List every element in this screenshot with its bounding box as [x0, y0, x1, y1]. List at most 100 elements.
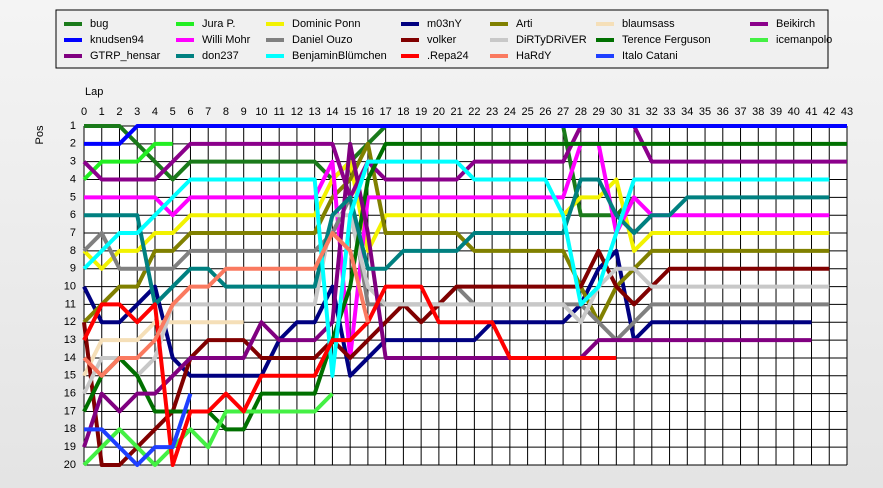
- x-tick-label: 29: [592, 106, 604, 118]
- legend-label: Italo Catani: [622, 50, 678, 62]
- x-tick-label: 42: [823, 106, 835, 118]
- x-tick-label: 6: [187, 106, 193, 118]
- x-tick-label: 39: [770, 106, 782, 118]
- x-tick-label: 0: [81, 106, 87, 118]
- x-tick-label: 41: [805, 106, 817, 118]
- legend-label: Beikirch: [776, 18, 815, 30]
- y-tick-label: 6: [70, 209, 76, 221]
- legend-label: Terence Ferguson: [622, 34, 711, 46]
- x-tick-label: 4: [152, 106, 158, 118]
- y-tick-label: 13: [64, 334, 76, 346]
- legend-label: volker: [427, 34, 457, 46]
- x-tick-label: 33: [663, 106, 675, 118]
- legend-label: Arti: [516, 18, 533, 30]
- y-tick-label: 4: [70, 173, 76, 185]
- y-tick-label: 1: [70, 120, 76, 132]
- x-tick-label: 21: [451, 106, 463, 118]
- x-tick-label: 14: [326, 106, 338, 118]
- legend-label: bug: [90, 18, 108, 30]
- series-line: [82, 284, 617, 467]
- x-tick-label: 23: [486, 106, 498, 118]
- x-tick-label: 8: [223, 106, 229, 118]
- x-tick-label: 2: [116, 106, 122, 118]
- x-tick-label: 3: [134, 106, 140, 118]
- x-tick-label: 43: [841, 106, 853, 118]
- legend-label: don237: [202, 50, 239, 62]
- y-tick-label: 5: [70, 191, 76, 203]
- x-tick-label: 9: [241, 106, 247, 118]
- legend-label: knudsen94: [90, 34, 144, 46]
- y-tick-label: 20: [64, 459, 76, 471]
- y-tick-label: 19: [64, 441, 76, 453]
- y-axis-label: Pos: [34, 125, 46, 144]
- y-tick-label: 16: [64, 388, 76, 400]
- x-tick-label: 34: [681, 106, 693, 118]
- y-tick-label: 2: [70, 138, 76, 150]
- x-tick-label: 22: [468, 106, 480, 118]
- series-line: [82, 248, 812, 378]
- x-tick-label: 11: [273, 106, 284, 118]
- legend-label: DiRTyDRiVER: [516, 34, 587, 46]
- y-tick-label: 18: [64, 423, 76, 435]
- x-tick-label: 19: [415, 106, 427, 118]
- x-tick-label: 1: [99, 106, 105, 118]
- y-tick-label: 9: [70, 263, 76, 275]
- x-tick-label: 36: [717, 106, 729, 118]
- x-axis-label: Lap: [85, 86, 103, 98]
- legend-label: GTRP_hensar: [90, 50, 161, 62]
- legend-label: Willi Mohr: [202, 34, 251, 46]
- series-line: [82, 141, 847, 432]
- x-tick-label: 30: [610, 106, 622, 118]
- x-tick-label: 18: [397, 106, 409, 118]
- x-tick-label: 13: [309, 106, 321, 118]
- series-line: [82, 213, 830, 395]
- series-line: [82, 159, 830, 271]
- y-tick-label: 15: [64, 370, 76, 382]
- x-tick-label: 10: [255, 106, 267, 118]
- x-tick-label: 7: [205, 106, 211, 118]
- legend-label: Dominic Ponn: [292, 18, 360, 30]
- x-tick-label: 35: [699, 106, 711, 118]
- x-tick-label: 32: [646, 106, 658, 118]
- y-tick-label: 12: [64, 316, 76, 328]
- legend-label: HaRdY: [516, 50, 552, 62]
- series-line: [84, 124, 847, 146]
- series-line: [82, 141, 173, 181]
- legend-label: Daniel Ouzo: [292, 34, 353, 46]
- x-tick-label: 37: [734, 106, 746, 118]
- y-tick-label: 10: [64, 280, 76, 292]
- x-tick-label: 12: [291, 106, 303, 118]
- legend-label: Jura P.: [202, 18, 235, 30]
- legend-label: blaumsass: [622, 18, 675, 30]
- x-tick-label: 28: [575, 106, 587, 118]
- series-line: [82, 392, 334, 467]
- x-tick-label: 20: [433, 106, 445, 118]
- y-tick-label: 3: [70, 156, 76, 168]
- series-line: [82, 159, 830, 378]
- y-tick-label: 14: [64, 352, 76, 364]
- series-line: [82, 248, 830, 467]
- x-tick-label: 31: [628, 106, 640, 118]
- series-line: [84, 177, 830, 307]
- x-tick-label: 26: [539, 106, 551, 118]
- series-line: [82, 231, 370, 378]
- x-tick-label: 5: [170, 106, 176, 118]
- series-line: [84, 393, 193, 467]
- y-tick-label: 11: [65, 298, 76, 310]
- x-tick-label: 16: [362, 106, 374, 118]
- x-tick-label: 17: [380, 106, 392, 118]
- legend-label: m03nY: [427, 18, 463, 30]
- legend-label: .Repa24: [427, 50, 469, 62]
- x-tick-label: 40: [788, 106, 800, 118]
- y-tick-label: 17: [64, 405, 76, 417]
- x-tick-label: 27: [557, 106, 569, 118]
- legend-label: icemanpolo: [776, 34, 832, 46]
- y-tick-label: 7: [70, 227, 76, 239]
- x-tick-label: 38: [752, 106, 764, 118]
- y-tick-label: 8: [70, 245, 76, 257]
- x-tick-label: 25: [521, 106, 533, 118]
- series-line: [84, 141, 830, 360]
- x-tick-label: 15: [344, 106, 356, 118]
